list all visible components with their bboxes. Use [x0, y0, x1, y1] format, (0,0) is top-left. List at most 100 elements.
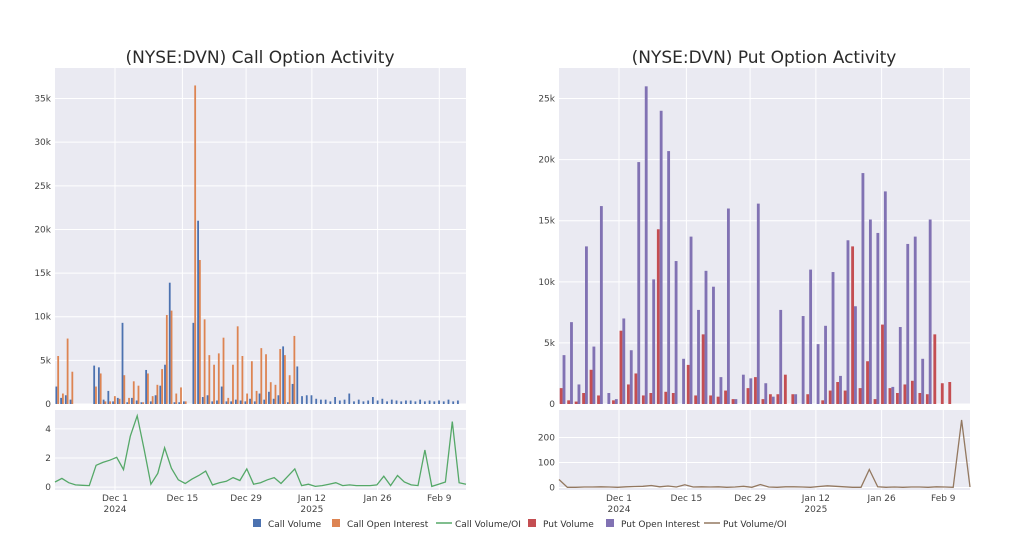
call-volume-bar: [438, 400, 440, 404]
call-volume-bar: [60, 397, 62, 404]
put-oi-bar: [779, 309, 783, 404]
put-volume-bar: [783, 374, 787, 404]
call-volume-bar: [230, 401, 233, 404]
call-volume-bar: [216, 400, 218, 404]
put-oi-bar: [629, 350, 633, 404]
call-oi-bar: [109, 401, 112, 404]
put-oi-bar: [891, 386, 895, 404]
put-oi-bar: [614, 399, 618, 404]
put-y-tick-label: 10k: [538, 278, 555, 288]
call-oi-bar: [151, 396, 154, 404]
put-volume-bar: [910, 380, 914, 404]
call-oi-bar: [99, 373, 102, 404]
call-oi-bar: [184, 401, 187, 404]
put-oi-bar: [824, 325, 827, 404]
legend-swatch-put-oi: [606, 519, 614, 527]
call-oi-bar: [132, 381, 135, 404]
call-oi-bar: [260, 348, 263, 404]
call-oi-bar: [274, 384, 277, 404]
put-volume-bar: [709, 395, 713, 404]
call-volume-bar: [296, 366, 299, 404]
call-volume-bar: [329, 401, 332, 404]
call-volume-bar: [419, 399, 422, 404]
legend-label-call-volume: Call Volume: [268, 520, 322, 530]
call-y-tick-label: 30k: [34, 138, 51, 148]
put-oi-bar: [659, 110, 663, 404]
put-y-tick-label: 25k: [538, 95, 555, 105]
call-oi-bar: [180, 387, 182, 404]
call-x-tick-label: Dec 15: [167, 494, 199, 504]
call-volume-bar: [315, 398, 318, 404]
call-volume-bar: [168, 282, 171, 404]
call-volume-bar: [135, 400, 138, 404]
call-x-tick-label: Jan 12: [297, 494, 326, 504]
put-oi-bar: [637, 162, 641, 404]
put-oi-bar: [741, 374, 745, 404]
call-volume-bar: [159, 385, 162, 404]
put-volume-bar: [724, 390, 727, 404]
put-chart-title: (NYSE:DVN) Put Option Activity: [632, 48, 897, 68]
call-volume-bar: [395, 400, 398, 404]
call-volume-bar: [338, 400, 341, 404]
call-chart-title: (NYSE:DVN) Call Option Activity: [125, 48, 394, 68]
call-x-tick-label: Dec 29: [230, 494, 262, 504]
put-oi-bar: [756, 203, 760, 404]
put-oi-bar: [831, 272, 835, 404]
call-oi-bar: [241, 356, 244, 404]
call-volume-bar: [353, 401, 355, 404]
legend-label-put-ratio: Put Volume/OI: [723, 520, 787, 530]
put-volume-bar: [866, 361, 869, 404]
call-ratio-line: [54, 413, 467, 488]
call-oi-bar: [265, 354, 267, 404]
call-volume-bar: [201, 397, 204, 404]
put-oi-bar: [839, 375, 842, 404]
put-oi-bar: [712, 286, 715, 404]
call-volume-bar: [428, 400, 431, 404]
put-volume-bar: [694, 395, 698, 404]
put-volume-bar: [933, 334, 937, 404]
call-volume-bar: [140, 402, 143, 404]
call-ratio-tick-label: 4: [45, 425, 51, 435]
put-volume-bar: [701, 334, 705, 404]
put-x-tick-label: Dec 29: [734, 494, 766, 504]
call-oi-bar: [203, 319, 206, 404]
put-oi-bar: [607, 393, 611, 404]
call-volume-bar: [286, 402, 289, 404]
put-volume-bar: [559, 388, 563, 404]
put-volume-bar: [649, 393, 653, 404]
call-volume-bar: [102, 399, 105, 404]
call-volume-bar: [268, 391, 270, 404]
put-volume-bar: [873, 399, 877, 404]
call-volume-bar: [239, 400, 242, 404]
legend: Call Volume Call Open Interest Call Volu…: [253, 519, 787, 530]
call-oi-bar: [284, 355, 286, 404]
call-oi-bar: [255, 390, 258, 404]
put-oi-bar: [689, 236, 693, 404]
call-volume-bar: [149, 401, 152, 404]
call-volume-bar: [282, 346, 285, 404]
call-volume-bar: [400, 401, 403, 404]
call-volume-bar: [112, 401, 114, 404]
call-volume-bar: [433, 401, 436, 404]
call-y-tick-label: 15k: [34, 269, 51, 279]
put-y-tick-label: 20k: [538, 156, 555, 166]
call-main-plot-bg: [55, 68, 466, 404]
put-oi-bar: [592, 346, 596, 404]
call-volume-bar: [376, 400, 379, 404]
call-volume-bar: [320, 399, 322, 404]
call-oi-bar: [194, 85, 197, 405]
call-volume-bar: [253, 401, 256, 404]
call-volume-bar: [442, 401, 445, 404]
put-oi-bar: [674, 261, 678, 404]
put-oi-bar: [734, 399, 738, 404]
put-volume-bar: [574, 401, 578, 404]
legend-label-put-volume: Put Volume: [543, 520, 594, 530]
put-oi-bar: [809, 269, 813, 404]
put-oi-bar: [704, 270, 708, 404]
put-volume-bar: [686, 364, 690, 404]
call-oi-bar: [137, 385, 140, 404]
put-ratio-tick-label: 100: [538, 459, 555, 469]
put-x-tick-label: Dec 1: [606, 494, 632, 504]
call-volume-bar: [145, 369, 148, 404]
put-volume-bar: [851, 246, 855, 404]
